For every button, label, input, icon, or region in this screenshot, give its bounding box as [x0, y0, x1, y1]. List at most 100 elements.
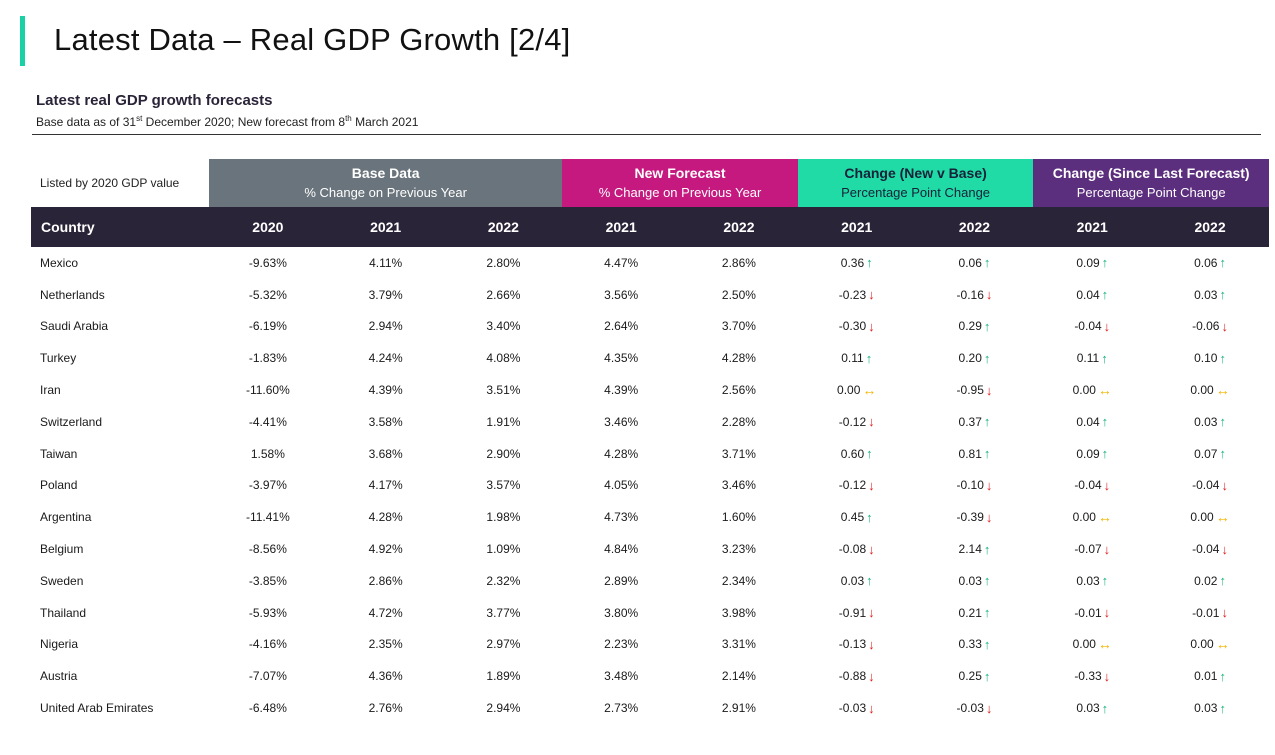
arrow-down-icon: ↓: [985, 700, 993, 716]
group-new-forecast: New Forecast % Change on Previous Year: [562, 159, 798, 207]
change-value: 0.04 ↑: [1076, 415, 1108, 429]
arrow-up-icon: ↑: [1219, 573, 1226, 589]
change-number: -0.13: [838, 637, 867, 652]
arrow-down-icon: ↓: [868, 318, 875, 334]
column-header-since-2022: 2022: [1151, 207, 1269, 247]
change-value: 2.14 ↑: [959, 542, 991, 556]
change-value: -0.01 ↓: [1074, 606, 1110, 620]
change-value: 0.10 ↑: [1194, 351, 1226, 365]
change-number: 0.00: [1190, 637, 1214, 652]
column-header-row: Country 2020 2021 2022 2021 2022 2021 20…: [31, 207, 1269, 247]
change-value: -0.06 ↓: [1192, 319, 1228, 333]
base2021-cell: 4.24%: [368, 351, 403, 366]
chg2021-cell: 0.00 ↔: [798, 374, 916, 406]
change-number: -0.95: [956, 383, 984, 398]
since2021-cell: -0.04 ↓: [1033, 311, 1151, 343]
chg2022-cell: 0.25 ↑: [916, 660, 1034, 692]
chg2022-cell: -0.39 ↓: [916, 501, 1034, 533]
change-value: -0.07 ↓: [1074, 542, 1110, 556]
chg2021-cell: -0.30 ↓: [798, 311, 916, 343]
arrow-up-icon: ↑: [983, 636, 991, 652]
base2022-cell: 4.08%: [486, 351, 521, 366]
new2021-cell: 4.73%: [604, 510, 639, 525]
change-value: 0.03 ↑: [1076, 701, 1108, 715]
new2022-cell: 4.28%: [721, 351, 756, 366]
new2022-cell: 2.56%: [721, 383, 756, 398]
change-value: 0.03 ↑: [1194, 288, 1226, 302]
arrow-down-icon: ↓: [1221, 605, 1228, 621]
base2022-cell: 2.94%: [486, 701, 521, 716]
change-value: 0.03 ↑: [1194, 415, 1226, 429]
since2022-cell: 0.00 ↔: [1151, 501, 1269, 533]
change-number: 0.45: [840, 510, 865, 525]
new2022-cell: 2.34%: [721, 573, 756, 588]
change-number: -0.16: [956, 287, 984, 302]
arrow-down-icon: ↓: [1103, 605, 1111, 621]
change-number: 0.00: [1190, 510, 1214, 525]
change-number: -0.04: [1074, 478, 1102, 493]
base2022-cell: 3.77%: [486, 605, 521, 620]
arrow-down-icon: ↓: [1103, 477, 1111, 493]
change-value: 0.00 ↔: [1190, 510, 1229, 524]
arrow-down-icon: ↓: [985, 477, 993, 493]
since2021-cell: 0.03 ↑: [1033, 692, 1151, 724]
change-value: -0.03 ↓: [957, 701, 993, 715]
change-value: -0.13 ↓: [839, 637, 875, 651]
arrow-up-icon: ↑: [983, 255, 991, 271]
column-header-base-2021: 2021: [326, 207, 445, 247]
chg2021-cell: -0.03 ↓: [798, 692, 916, 724]
chg2022-cell: 0.20 ↑: [916, 342, 1034, 374]
change-number: 0.11: [1076, 351, 1100, 366]
country-cell: Netherlands: [40, 287, 105, 302]
new2021-cell: 4.84%: [604, 542, 639, 557]
change-number: 0.37: [958, 414, 982, 429]
chg2022-cell: 0.81 ↑: [916, 438, 1034, 470]
base2021-cell: 2.94%: [368, 319, 403, 334]
base2021-cell: 3.58%: [368, 414, 403, 429]
base2020-cell: -3.85%: [248, 573, 287, 588]
chg2021-cell: 0.45 ↑: [798, 501, 916, 533]
base2020-cell: 1.58%: [250, 446, 285, 461]
arrow-down-icon: ↓: [868, 668, 875, 684]
arrow-up-icon: ↑: [865, 350, 873, 366]
change-number: 0.36: [840, 255, 865, 270]
change-number: 0.00: [1072, 510, 1096, 525]
arrow-up-icon: ↑: [1219, 255, 1226, 271]
arrow-down-icon: ↓: [868, 287, 875, 303]
arrow-up-icon: ↑: [983, 318, 991, 334]
arrow-left-right-icon: ↔: [1097, 382, 1112, 399]
page-title: Latest Data – Real GDP Growth [2/4]: [54, 22, 571, 57]
change-number: 0.03: [1194, 701, 1218, 716]
change-number: 0.06: [1194, 255, 1218, 270]
chg2022-cell: -0.16 ↓: [916, 279, 1034, 311]
arrow-down-icon: ↓: [868, 700, 875, 716]
base2022-cell: 3.51%: [486, 383, 521, 398]
change-number: 0.11: [841, 351, 864, 366]
arrow-up-icon: ↑: [983, 668, 991, 684]
change-value: -0.04 ↓: [1074, 319, 1110, 333]
base2020-cell: -11.60%: [245, 383, 290, 398]
table-row: Nigeria -4.16% 2.35% 2.97% 2.23% 3.31% -0.13 ↓ 0…: [31, 629, 1269, 661]
new2021-cell: 2.23%: [604, 637, 639, 652]
change-value: -0.91 ↓: [839, 606, 875, 620]
since2022-cell: -0.01 ↓: [1151, 597, 1269, 629]
arrow-up-icon: ↑: [1101, 350, 1108, 366]
arrow-up-icon: ↑: [1219, 668, 1226, 684]
base2021-cell: 3.68%: [368, 446, 403, 461]
table-row: Netherlands -5.32% 3.79% 2.66% 3.56% 2.50% -0.…: [31, 279, 1269, 311]
change-value: 0.00 ↔: [837, 383, 876, 397]
country-cell: Belgium: [40, 542, 84, 557]
chg2022-cell: 0.03 ↑: [916, 565, 1034, 597]
new2022-cell: 3.31%: [721, 637, 756, 652]
chg2022-cell: -0.03 ↓: [916, 692, 1034, 724]
base2022-cell: 1.09%: [486, 542, 521, 557]
change-value: 0.11 ↑: [1077, 351, 1108, 365]
since2021-cell: -0.01 ↓: [1033, 597, 1151, 629]
group-base-data: Base Data % Change on Previous Year: [209, 159, 563, 207]
change-value: 0.00 ↔: [1073, 383, 1112, 397]
change-number: -0.08: [838, 542, 867, 557]
change-value: 0.01 ↑: [1194, 669, 1226, 683]
change-value: 0.37 ↑: [959, 415, 991, 429]
change-value: 0.02 ↑: [1194, 574, 1226, 588]
since2022-cell: 0.01 ↑: [1151, 660, 1269, 692]
